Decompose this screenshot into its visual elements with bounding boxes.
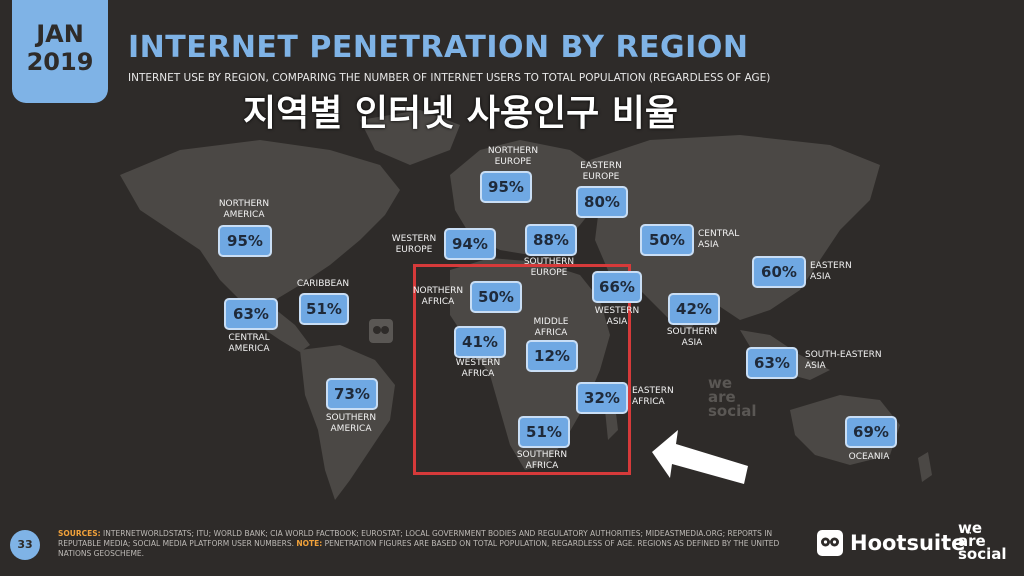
value-central-asia: 50% [640,224,694,256]
value-northern-america: 95% [218,225,272,257]
value-western-asia: 66% [592,271,642,303]
label-northern-africa: NORTHERN AFRICA [412,286,464,307]
map-greenland [360,110,460,165]
watermark-we-are-social: we are social [708,374,757,420]
value-oceania: 69% [845,416,897,448]
note-key: NOTE: [296,539,323,548]
value-caribbean: 51% [299,293,349,325]
label-western-asia: WESTERN ASIA [594,306,640,327]
value-central-america: 63% [224,298,278,330]
value-northern-europe: 95% [480,171,532,203]
page-number-badge: 33 [10,530,40,560]
sources-key: SOURCES: [58,529,101,538]
note-text: PENETRATION FIGURES ARE BASED ON TOTAL P… [58,539,780,558]
label-eastern-asia: EASTERN ASIA [810,261,852,282]
value-southern-africa: 51% [518,416,570,448]
page-subtitle: INTERNET USE BY REGION, COMPARING THE NU… [128,72,771,84]
africa-highlight-box [413,264,631,475]
label-eastern-europe: EASTERN EUROPE [580,161,622,182]
map-asia [590,135,880,330]
value-southern-europe: 88% [525,224,577,256]
value-eastern-europe: 80% [576,186,628,218]
label-southern-europe: SOUTHERN EUROPE [523,257,575,278]
label-south-eastern-asia: SOUTH-EASTERN ASIA [805,350,882,371]
value-eastern-asia: 60% [752,256,806,288]
value-south-eastern-asia: 63% [746,347,798,379]
korean-overlay-title: 지역별 인터넷 사용인구 비율 [243,93,679,134]
hootsuite-wordmark: Hootsuite [850,531,966,555]
value-eastern-africa: 32% [576,382,628,414]
value-middle-africa: 12% [526,340,578,372]
owl-watermark-icon [369,319,393,343]
value-southern-asia: 42% [668,293,720,325]
pointer-arrow-icon [652,430,748,484]
label-central-america: CENTRAL AMERICA [228,333,270,354]
label-central-asia: CENTRAL ASIA [698,229,740,250]
trademark-symbol: ™ [965,531,973,539]
label-western-africa: WESTERN AFRICA [455,358,501,379]
value-western-europe: 94% [444,228,496,260]
hootsuite-logo: Hootsuite™ [816,526,972,560]
value-western-africa: 41% [454,326,506,358]
label-western-europe: WESTERN EUROPE [391,234,437,255]
label-caribbean: CARIBBEAN [296,279,350,289]
value-northern-africa: 50% [470,281,522,313]
date-year: 2019 [26,48,94,76]
label-southern-asia: SOUTHERN ASIA [666,327,718,348]
map-new-zealand [918,452,932,482]
we-are-social-logo: we are social [958,519,1007,563]
label-middle-africa: MIDDLE AFRICA [533,317,569,338]
label-oceania: OCEANIA [848,452,890,462]
page-title: INTERNET PENETRATION BY REGION [128,30,749,65]
label-northern-europe: NORTHERN EUROPE [487,146,539,167]
date-month: JAN [36,20,84,48]
label-southern-africa: SOUTHERN AFRICA [516,450,568,471]
sources-note: SOURCES: INTERNETWORLDSTATS; ITU; WORLD … [58,529,798,559]
label-eastern-africa: EASTERN AFRICA [632,386,674,407]
label-northern-america: NORTHERN AMERICA [218,199,270,220]
value-southern-america: 73% [326,378,378,410]
label-southern-america: SOUTHERN AMERICA [325,413,377,434]
sources-text: INTERNETWORLDSTATS; ITU; WORLD BANK; CIA… [58,529,773,548]
date-badge: JAN 2019 [12,0,108,103]
owl-logo-icon [817,530,843,556]
